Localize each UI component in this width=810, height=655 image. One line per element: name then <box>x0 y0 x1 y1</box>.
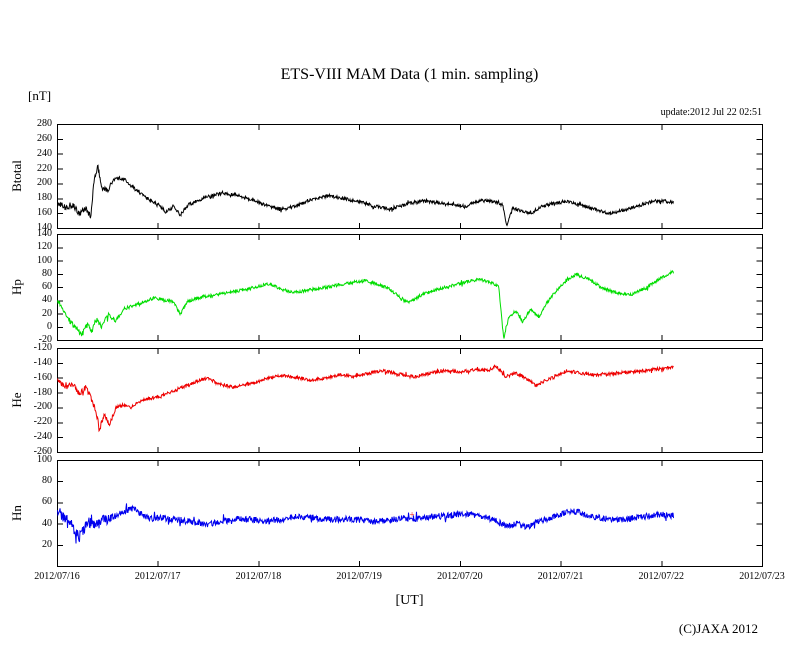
y-tick-label: 20 <box>42 307 52 319</box>
y-unit-label: [nT] <box>28 88 52 103</box>
y-tick-label: 60 <box>42 496 52 508</box>
y-tick-label: 220 <box>37 162 52 174</box>
y-tick-label: -200 <box>33 401 52 413</box>
x-tick-label: 2012/07/21 <box>537 571 584 582</box>
copyright-label: (C)JAXA 2012 <box>678 621 758 636</box>
y-tick-label: 20 <box>42 538 52 550</box>
y-tick-label: 80 <box>42 267 52 279</box>
x-tick-label: 2012/07/17 <box>134 571 181 582</box>
x-tick-label: 2012/07/19 <box>336 571 382 582</box>
y-tick-label: 120 <box>37 241 52 253</box>
y-tick-label: 60 <box>42 281 52 292</box>
update-timestamp: update:2012 Jul 22 02:51 <box>660 107 762 118</box>
y-tick-label: 200 <box>37 177 52 189</box>
y-tick-label: 240 <box>37 147 52 159</box>
series-line-he <box>57 364 674 433</box>
y-tick-label: 160 <box>37 207 52 219</box>
panel-plot-btotal <box>57 124 763 229</box>
y-tick-label: 100 <box>37 454 52 465</box>
y-tick-label: 140 <box>37 228 52 239</box>
series-line-hp <box>57 269 674 339</box>
panel-frame <box>57 234 763 341</box>
y-tick-label: -180 <box>33 386 52 398</box>
panel-plot-hn: + <box>57 460 763 567</box>
y-tick-label: -160 <box>33 371 52 383</box>
x-tick-label: 2012/07/23 <box>739 571 785 582</box>
y-tick-label: 260 <box>37 132 52 144</box>
y-tick-label: -220 <box>33 416 52 428</box>
y-tick-label: 180 <box>37 192 52 204</box>
y-tick-label: -120 <box>33 342 52 353</box>
chart-title: ETS-VIII MAM Data (1 min. sampling) <box>280 66 539 83</box>
y-tick-label: -20 <box>38 334 52 345</box>
y-tick-label: 280 <box>37 118 52 129</box>
y-tick-label: 80 <box>42 475 52 487</box>
panel-btotal: Btotal 140 160 180 200 220 240 260 280 <box>0 118 810 233</box>
panel-plot-hp <box>57 234 763 341</box>
y-tick-label: -260 <box>33 446 52 457</box>
panel-hn: Hn 20 40 60 80 100 + <box>0 454 810 567</box>
y-tick-label: 40 <box>42 517 52 529</box>
x-tick-label: 2012/07/18 <box>235 571 282 582</box>
series-line-hn <box>57 503 674 544</box>
panel-plot-he <box>57 348 763 453</box>
stray-data-marker: + <box>409 510 414 520</box>
x-axis-label: [UT] <box>395 593 424 608</box>
y-tick-label: 140 <box>37 222 52 233</box>
x-tick-label: 2012/07/20 <box>437 571 483 582</box>
panel-frame <box>57 348 763 453</box>
series-line-btotal <box>57 164 674 227</box>
panel-hp: Hp -20 0 20 40 60 80 100 120 140 <box>0 228 810 345</box>
x-tick-label: 2012/07/22 <box>638 571 685 582</box>
y-tick-label: -240 <box>33 431 52 443</box>
y-tick-label: 0 <box>47 320 52 332</box>
y-tick-label: 40 <box>42 294 52 306</box>
x-tick-label: 2012/07/16 <box>34 571 80 582</box>
panel-frame <box>57 124 763 229</box>
panel-he: He -260 -240 -220 -200 -180 -160 -140 -120 <box>0 342 810 457</box>
y-tick-label: -140 <box>33 356 52 368</box>
y-tick-label: 100 <box>37 254 52 266</box>
